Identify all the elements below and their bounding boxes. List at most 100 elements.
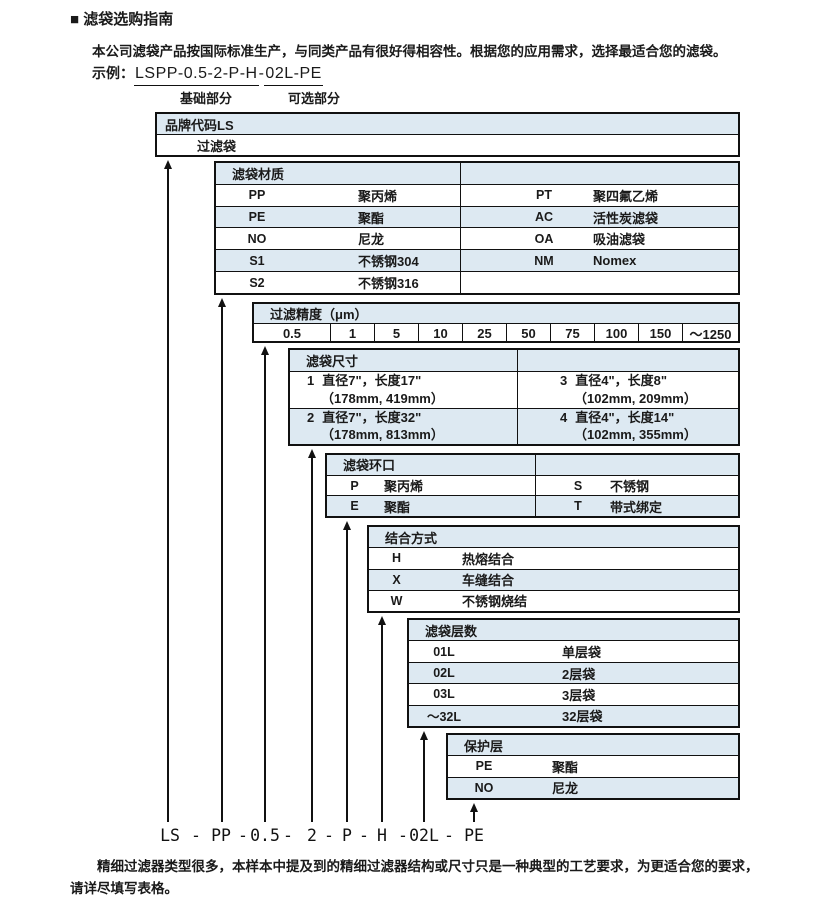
table-row: W 不锈钢烧结	[369, 589, 738, 611]
table-row: S2 不锈钢316	[216, 271, 738, 293]
code-segment: P	[342, 826, 352, 845]
precision-value: 75	[550, 324, 594, 343]
collar-name: 不锈钢	[610, 479, 650, 494]
base-part-caption: 基础部分	[180, 91, 233, 106]
code-dash: -	[359, 826, 369, 845]
arrow-line	[167, 168, 169, 822]
code-segment: PP	[211, 826, 231, 845]
table-header-row: 结合方式	[369, 527, 738, 548]
material-name: 不锈钢304	[358, 254, 419, 270]
material-table: 滤袋材质 PP 聚丙烯 PT 聚四氟乙烯 PE 聚酯 AC 活性炭滤袋 NO 尼龙 OA 吸…	[214, 161, 740, 295]
material-name: 尼龙	[358, 232, 385, 248]
size-mm: （178mm, 419mm）	[321, 390, 444, 406]
protective-table-title: 保护层	[464, 738, 504, 754]
protective-layer-table: 保护层 PE 聚酯 NO 尼龙	[446, 733, 740, 800]
precision-value: 25	[462, 324, 506, 343]
precision-value: 150	[638, 324, 682, 343]
up-arrow-icon	[261, 346, 269, 355]
material-name: 不锈钢316	[358, 276, 419, 292]
precision-value: ～1250	[682, 324, 738, 343]
material-code: PP	[248, 188, 266, 203]
up-arrow-icon	[308, 449, 316, 458]
material-table-title: 滤袋材质	[232, 166, 285, 182]
material-code: AC	[534, 210, 554, 225]
material-code: NM	[534, 253, 554, 268]
table-row: S1 不锈钢304 NM Nomex	[216, 249, 738, 272]
code-dash: -	[283, 826, 293, 845]
example-base-code: LSPP-0.5-2-P-H	[134, 65, 259, 86]
table-header-row: 保护层	[448, 735, 738, 756]
layer-code: 03L	[433, 687, 455, 702]
bonding-code: W	[390, 593, 403, 608]
table-row: 01L 单层袋	[409, 640, 738, 661]
table-header-row: 滤袋环口	[327, 455, 738, 475]
size-table: 滤袋尺寸 1 直径7"，长度17" （178mm, 419mm） 3 直径4"，长度…	[288, 348, 740, 446]
example-code-line: 示例：LSPP-0.5-2-P-H-02L-PE	[92, 63, 323, 86]
material-code: OA	[534, 231, 554, 246]
page-title: ■ 滤袋选购指南	[70, 11, 174, 28]
table-row: H 热熔结合	[369, 547, 738, 568]
collar-code: T	[574, 499, 582, 514]
bonding-name: 车缝结合	[462, 573, 515, 589]
code-dash: -	[324, 826, 334, 845]
table-row: PE 聚酯	[448, 755, 738, 776]
layer-name: 单层袋	[562, 645, 602, 661]
example-code-separator: -	[258, 65, 265, 82]
material-name: Nomex	[593, 253, 637, 269]
collar-code: S	[573, 478, 583, 493]
bonding-code: H	[391, 551, 402, 566]
footer-note: 精细过滤器类型很多，本样本中提及到的精细过滤器结构或尺寸只是一种典型的工艺要求，…	[70, 859, 759, 896]
protective-code: NO	[474, 780, 494, 795]
material-code: S1	[249, 253, 265, 268]
table-header-row: 滤袋尺寸	[290, 350, 738, 371]
material-name: 活性炭滤袋	[593, 210, 659, 226]
table-row: 02L 2层袋	[409, 661, 738, 684]
arrow-line	[264, 354, 266, 822]
size-code: 3	[560, 373, 568, 389]
bonding-name: 不锈钢烧结	[462, 594, 528, 610]
layer-name: 2层袋	[562, 666, 596, 682]
layer-code: 02L	[433, 666, 455, 681]
bonding-name: 热熔结合	[462, 551, 515, 567]
table-row: P 聚丙烯 S 不锈钢	[327, 474, 738, 496]
size-table-title: 滤袋尺寸	[306, 354, 359, 369]
protective-name: 聚酯	[552, 759, 579, 775]
precision-value: 50	[506, 324, 550, 343]
code-segment: PE	[464, 826, 484, 845]
collar-name: 带式绑定	[610, 499, 663, 515]
material-code: PE	[248, 210, 266, 225]
table-header-row: 过滤精度（μm）	[254, 304, 738, 323]
material-name: 聚四氟乙烯	[593, 188, 659, 204]
code-segment: 2	[307, 826, 317, 845]
table-row: 1 直径7"，长度17" （178mm, 419mm） 3 直径4"，长度8" （1…	[290, 371, 738, 408]
arrow-line	[346, 529, 348, 822]
collar-name: 聚酯	[384, 499, 411, 515]
brand-code-table: 品牌代码LS 过滤袋	[155, 112, 740, 157]
code-segment: LS	[160, 826, 180, 845]
bonding-table: 结合方式 H 热熔结合 X 车缝结合 W 不锈钢烧结	[367, 525, 740, 613]
size-desc: 直径4"，长度8"	[575, 373, 668, 389]
layer-name: 3层袋	[562, 687, 596, 703]
filter-bag-label: 过滤袋	[197, 138, 237, 154]
bonding-table-title: 结合方式	[385, 530, 438, 546]
table-row: PP 聚丙烯 PT 聚四氟乙烯	[216, 183, 738, 206]
arrow-line	[381, 624, 383, 822]
size-code: 4	[560, 409, 568, 425]
collar-table: 滤袋环口 P 聚丙烯 S 不锈钢 E 聚酯 T 带式绑定	[325, 453, 740, 518]
table-row: E 聚酯 T 带式绑定	[327, 495, 738, 517]
example-label: 示例：	[92, 65, 134, 81]
table-row: X 车缝结合	[369, 568, 738, 590]
code-dash: -	[444, 826, 454, 845]
precision-value: 0.5	[282, 326, 302, 341]
up-arrow-icon	[470, 803, 478, 812]
size-desc: 直径4"，长度14"	[575, 409, 675, 425]
example-optional-code: 02L-PE	[264, 65, 323, 86]
code-dash: -	[238, 826, 248, 845]
precision-table: 过滤精度（μm） 0.5 1 5 10 25 50 75 100 150 ～12…	[252, 302, 740, 343]
precision-table-title: 过滤精度（μm）	[270, 307, 368, 322]
table-header-row: 滤袋层数	[409, 620, 738, 641]
code-segment: H	[377, 826, 387, 845]
table-row: 2 直径7"，长度32" （178mm, 813mm） 4 直径4"，长度14" （…	[290, 407, 738, 444]
header-spacer-cell	[517, 350, 738, 371]
